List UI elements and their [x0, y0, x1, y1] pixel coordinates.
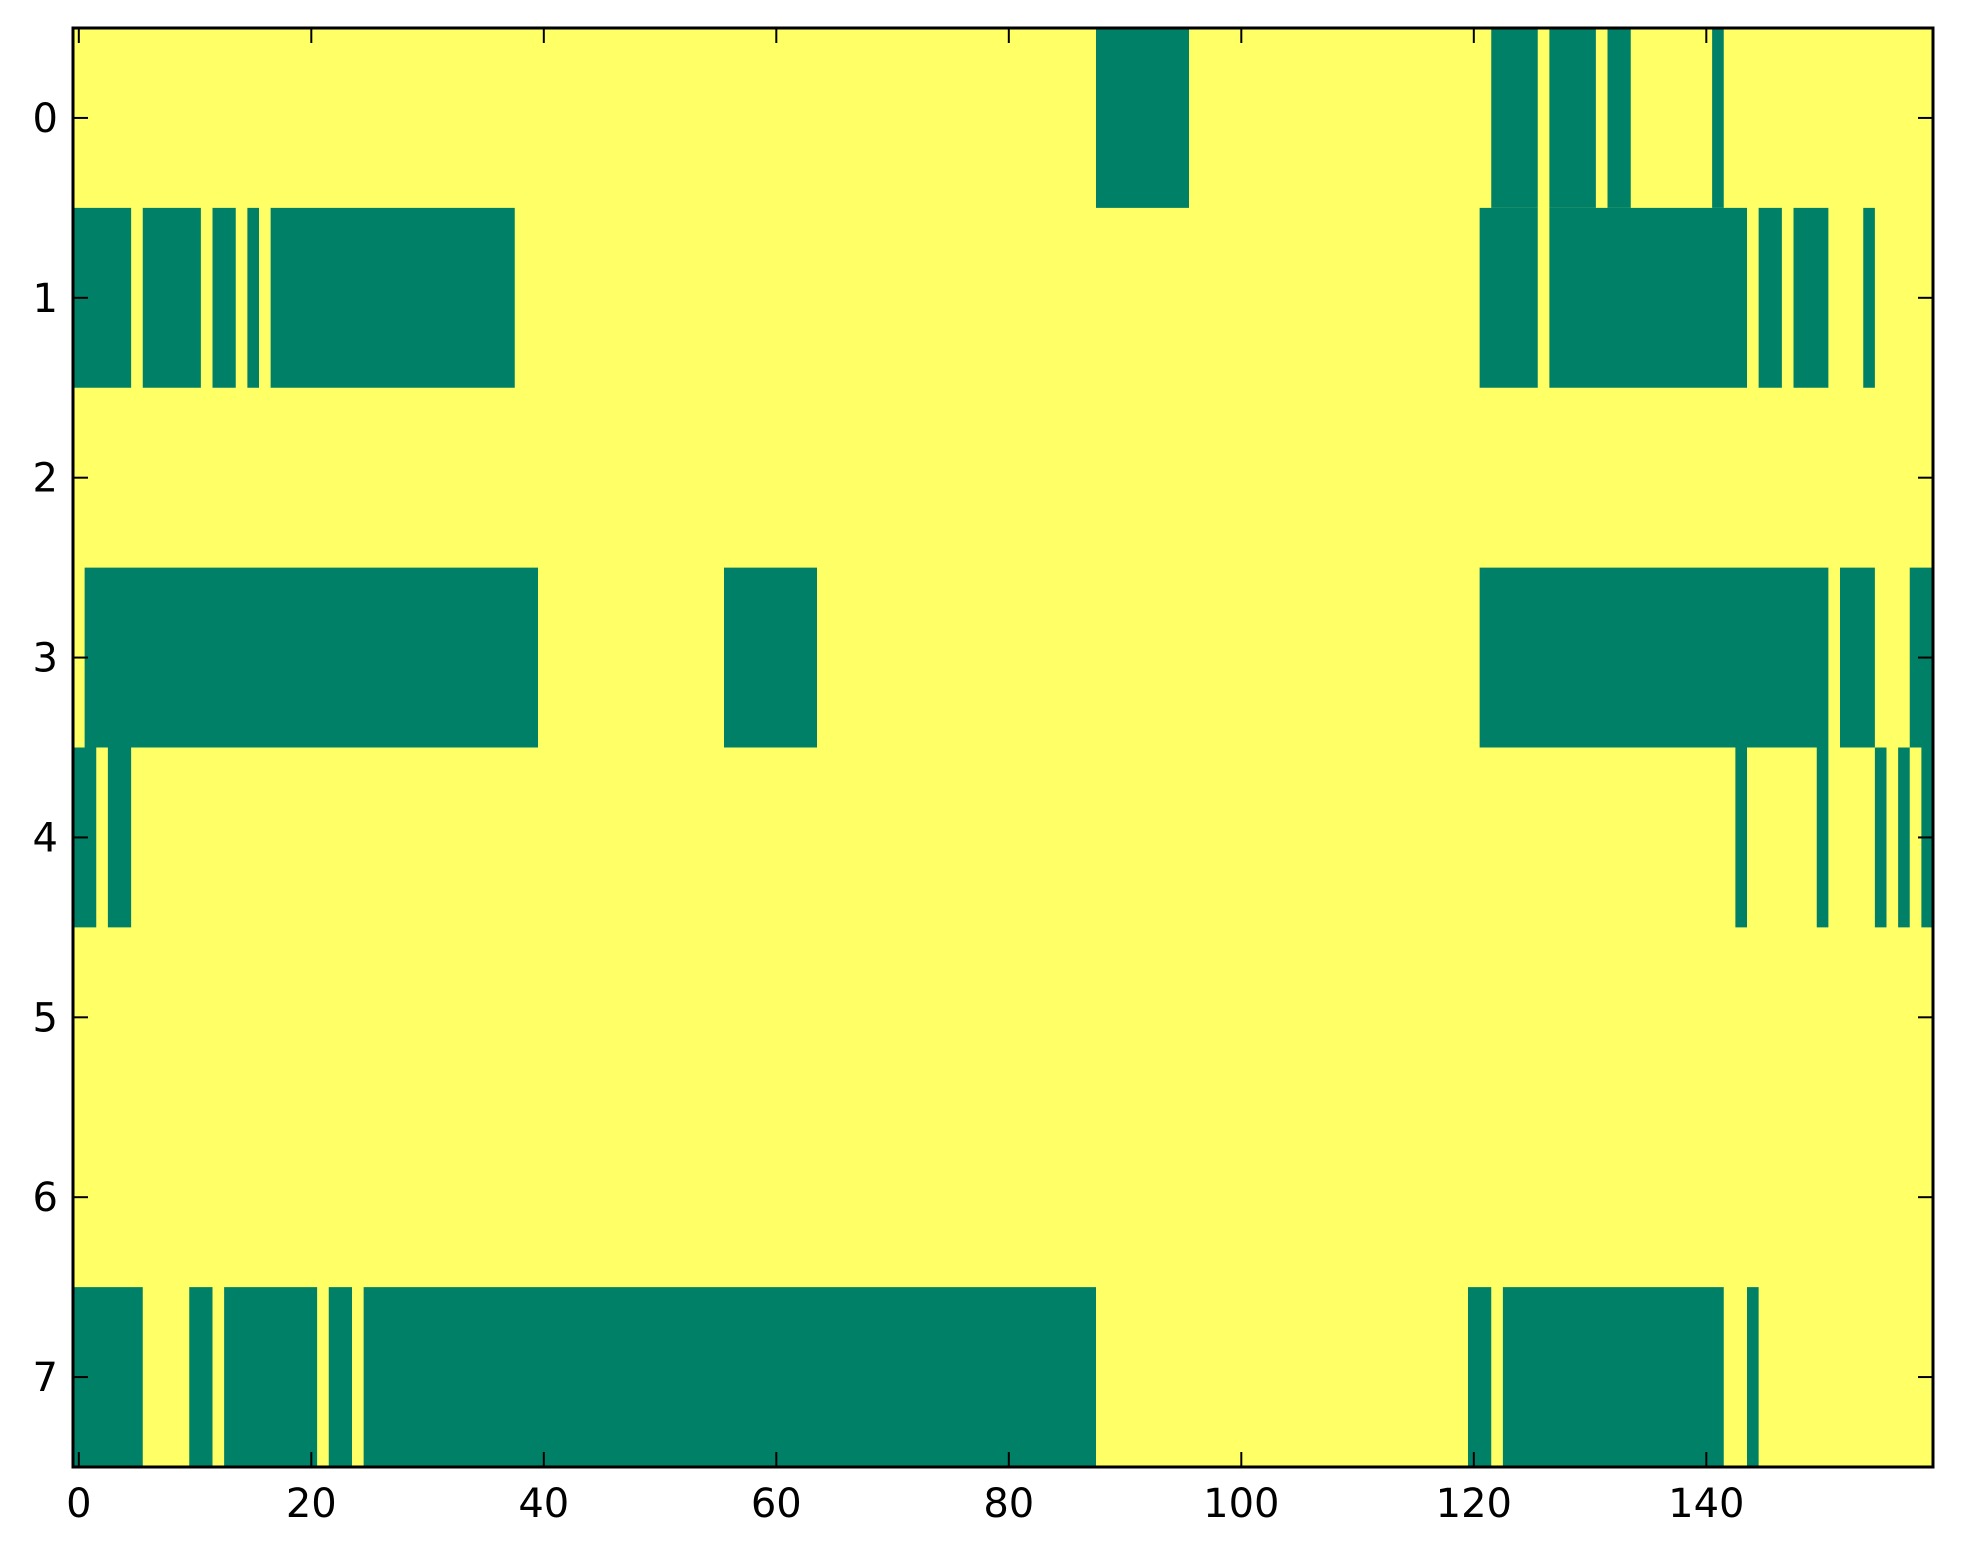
y-tick-label: 7: [33, 1355, 58, 1401]
heatmap-cells: [73, 28, 1933, 1467]
y-tick-label: 1: [33, 276, 58, 322]
heatmap-cell-run: [189, 1287, 213, 1467]
heatmap-cell-run: [212, 207, 236, 388]
heatmap-cell-run: [142, 207, 201, 388]
axes-frame: [71, 26, 1935, 1469]
x-tick-label: 20: [286, 1481, 337, 1527]
heatmap-cell-run: [1747, 1287, 1759, 1467]
heatmap-cell-run: [107, 747, 132, 928]
y-tick-label: 2: [33, 456, 58, 502]
x-tick-label: 140: [1668, 1481, 1744, 1527]
heatmap-cell-run: [724, 567, 817, 748]
heatmap-cell-run: [1549, 207, 1747, 388]
heatmap-cell-run: [224, 1287, 318, 1467]
x-tick-label: 100: [1203, 1481, 1279, 1527]
x-tick-label: 120: [1436, 1481, 1512, 1527]
heatmap-cell-run: [1479, 567, 1829, 748]
y-tick-label: 3: [33, 636, 58, 682]
x-tick-label: 0: [66, 1481, 91, 1527]
y-tick-label: 5: [33, 995, 58, 1041]
heatmap-cell-run: [1816, 747, 1829, 928]
heatmap-cell-run: [363, 1287, 1096, 1467]
heatmap-cell-run: [1735, 747, 1747, 928]
x-tick-label: 80: [983, 1481, 1034, 1527]
heatmap-cell-run: [1874, 747, 1887, 928]
heatmap-cell-run: [1607, 28, 1631, 208]
y-tick-label: 4: [33, 815, 58, 861]
heatmap-cell-run: [1898, 747, 1910, 928]
heatmap-cell-run: [1491, 28, 1538, 208]
x-tick-label: 60: [751, 1481, 802, 1527]
heatmap-cell-run: [270, 207, 515, 388]
heatmap-cell-run: [247, 207, 259, 388]
y-tick-label: 6: [33, 1175, 58, 1221]
heatmap-cell-run: [1712, 28, 1724, 208]
heatmap-cell-run: [1468, 1287, 1492, 1467]
y-tick-label: 0: [33, 96, 58, 142]
heatmap-cell-run: [1502, 1287, 1724, 1467]
x-tick-label: 40: [518, 1481, 569, 1527]
heatmap-cell-run: [1096, 28, 1189, 208]
heatmap-cell-run: [1758, 207, 1782, 388]
heatmap-cell-run: [1863, 207, 1875, 388]
heatmap-cell-run: [328, 1287, 352, 1467]
heatmap-cell-run: [1840, 567, 1875, 748]
heatmap-cell-run: [1549, 28, 1596, 208]
heatmap-cell-run: [1479, 207, 1538, 388]
axis-ticks: 0 20 40 60 80 100 120 140 0 1 2 3 4 5 6 7: [33, 28, 1933, 1527]
heatmap-cell-run: [84, 567, 538, 748]
heatmap-cell-run: [1793, 207, 1829, 388]
